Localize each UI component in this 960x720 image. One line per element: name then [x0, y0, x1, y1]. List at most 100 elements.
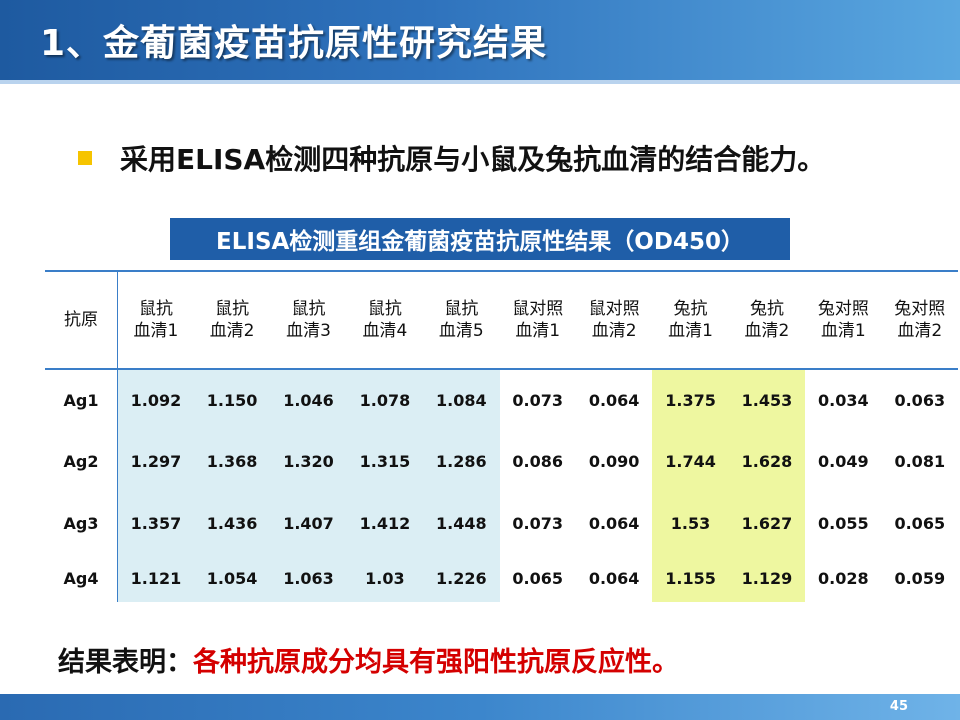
table-cell: 1.046	[270, 369, 347, 430]
table-cell: 0.064	[588, 513, 640, 533]
table-cell: 0.028	[818, 568, 869, 588]
header-line-1: 鼠对照	[588, 299, 640, 319]
table-cell: 1.53	[652, 492, 729, 554]
header-line-1: 鼠抗	[215, 299, 250, 319]
table-cell: 1.150	[193, 369, 271, 430]
column-header: 鼠对照 血清2	[575, 270, 653, 370]
header-line-2: 血清1	[820, 321, 866, 341]
table-cell: 1.744	[652, 430, 729, 492]
header-line-1: 兔对照	[894, 299, 946, 319]
column-header: 鼠抗 血清5	[423, 270, 500, 370]
conclusion: 结果表明：各种抗原成分均具有强阳性抗原反应性。	[58, 640, 679, 679]
table-row: Ag1 1.092 1.150 1.046 1.078 1.084 0.073 …	[45, 369, 958, 430]
table-cell: 0.073	[512, 513, 564, 533]
row-label: Ag3	[45, 492, 118, 554]
header-line-2: 血清2	[897, 321, 943, 341]
table-cell: 0.049	[818, 451, 869, 471]
table-cell: 1.155	[652, 554, 729, 602]
column-header: 兔抗 血清2	[728, 270, 806, 370]
table-cell: 0.059	[894, 568, 946, 588]
header-line-2: 血清1	[133, 321, 179, 341]
table-row: Ag3 1.357 1.436 1.407 1.412 1.448 0.073 …	[45, 492, 958, 554]
table-cell: 1.453	[728, 369, 806, 430]
table-cell: 1.084	[423, 369, 500, 430]
table-cell: 0.064	[588, 390, 640, 410]
table-cell: 1.375	[652, 369, 729, 430]
page-number: 45	[889, 699, 908, 714]
table-cell: 1.297	[117, 430, 194, 492]
bullet-point: 采用ELISA检测四种抗原与小鼠及兔抗血清的结合能力。	[78, 138, 825, 178]
column-header: 鼠抗 血清4	[346, 270, 424, 370]
conclusion-lead: 结果表明：	[58, 647, 193, 678]
table-cell: 1.627	[728, 492, 806, 554]
table-cell: 1.286	[423, 430, 500, 492]
table-corner-header: 抗原	[45, 270, 118, 370]
column-header: 兔对照 血清2	[881, 270, 958, 370]
table-cell: 1.628	[728, 430, 806, 492]
table-cell: 1.226	[423, 554, 500, 602]
table-cell: 1.315	[346, 430, 424, 492]
header-line-1: 鼠抗	[367, 299, 402, 319]
header-line-1: 鼠抗	[444, 299, 479, 319]
table-cell: 1.368	[193, 430, 271, 492]
elisa-results-table: 抗原 鼠抗 血清1 鼠抗 血清2 鼠抗 血清3 鼠抗 血清4 鼠抗 血清5 鼠对照 血清1 …	[45, 270, 958, 602]
footer-bar	[0, 694, 960, 720]
table-cell: 1.054	[193, 554, 271, 602]
header-line-2: 血清1	[515, 321, 561, 341]
header-line-1: 兔对照	[817, 299, 869, 319]
bullet-square-icon	[78, 151, 92, 165]
table-cell: 1.121	[117, 554, 194, 602]
table-cell: 0.081	[894, 451, 946, 471]
table-caption: ELISA检测重组金葡菌疫苗抗原性结果（OD450）	[170, 218, 790, 260]
table-cell: 0.065	[512, 568, 564, 588]
header-line-1: 鼠抗	[138, 299, 173, 319]
header-line-1: 兔抗	[749, 299, 784, 319]
header-line-2: 血清3	[286, 321, 331, 341]
table-cell: 0.063	[894, 390, 946, 410]
column-header: 鼠对照 血清1	[499, 270, 576, 370]
table-cell: 1.03	[346, 554, 424, 602]
column-header: 兔对照 血清1	[805, 270, 882, 370]
table-cell: 0.034	[818, 390, 869, 410]
table-cell: 1.320	[270, 430, 347, 492]
header-line-2: 血清1	[668, 321, 713, 341]
row-label: Ag2	[45, 430, 118, 492]
table-row: Ag4 1.121 1.054 1.063 1.03 1.226 0.065 0…	[45, 554, 958, 602]
table-cell: 0.086	[512, 451, 564, 471]
table-cell: 0.090	[588, 451, 640, 471]
header-line-2: 血清2	[591, 321, 637, 341]
table-cell: 0.065	[894, 513, 946, 533]
header-line-2: 血清4	[362, 321, 408, 341]
column-header: 鼠抗 血清2	[193, 270, 271, 370]
header-line-2: 血清5	[438, 321, 484, 341]
table-cell: 1.357	[117, 492, 194, 554]
table-cell: 0.073	[512, 390, 564, 410]
header-line-1: 兔抗	[673, 299, 708, 319]
row-label: Ag1	[45, 369, 118, 430]
header-line-1: 鼠对照	[512, 299, 564, 319]
title-bar	[0, 0, 960, 80]
table-cell: 1.412	[346, 492, 424, 554]
table-cell: 1.129	[728, 554, 806, 602]
header-line-1: 鼠抗	[291, 299, 326, 319]
column-header: 鼠抗 血清1	[117, 270, 194, 370]
table-cell: 0.055	[818, 513, 869, 533]
row-label: Ag4	[45, 554, 118, 602]
table-cell: 1.063	[270, 554, 347, 602]
header-line-2: 血清2	[209, 321, 255, 341]
table-cell: 1.407	[270, 492, 347, 554]
slide-title: 1、金葡菌疫苗抗原性研究结果	[40, 23, 548, 64]
column-header: 兔抗 血清1	[652, 270, 729, 370]
conclusion-result: 各种抗原成分均具有强阳性抗原反应性。	[193, 647, 679, 678]
table-cell: 0.064	[588, 568, 640, 588]
table-cell: 1.078	[346, 369, 424, 430]
table-cell: 1.092	[117, 369, 194, 430]
table-header-row: 抗原 鼠抗 血清1 鼠抗 血清2 鼠抗 血清3 鼠抗 血清4 鼠抗 血清5 鼠对照 血清1 …	[45, 270, 958, 370]
header-line-2: 血清2	[744, 321, 790, 341]
table-row: Ag2 1.297 1.368 1.320 1.315 1.286 0.086 …	[45, 430, 958, 492]
column-header: 鼠抗 血清3	[270, 270, 347, 370]
bullet-text: 采用ELISA检测四种抗原与小鼠及兔抗血清的结合能力。	[120, 143, 826, 176]
table-cell: 1.448	[423, 492, 500, 554]
table-cell: 1.436	[193, 492, 271, 554]
title-divider	[0, 80, 960, 84]
